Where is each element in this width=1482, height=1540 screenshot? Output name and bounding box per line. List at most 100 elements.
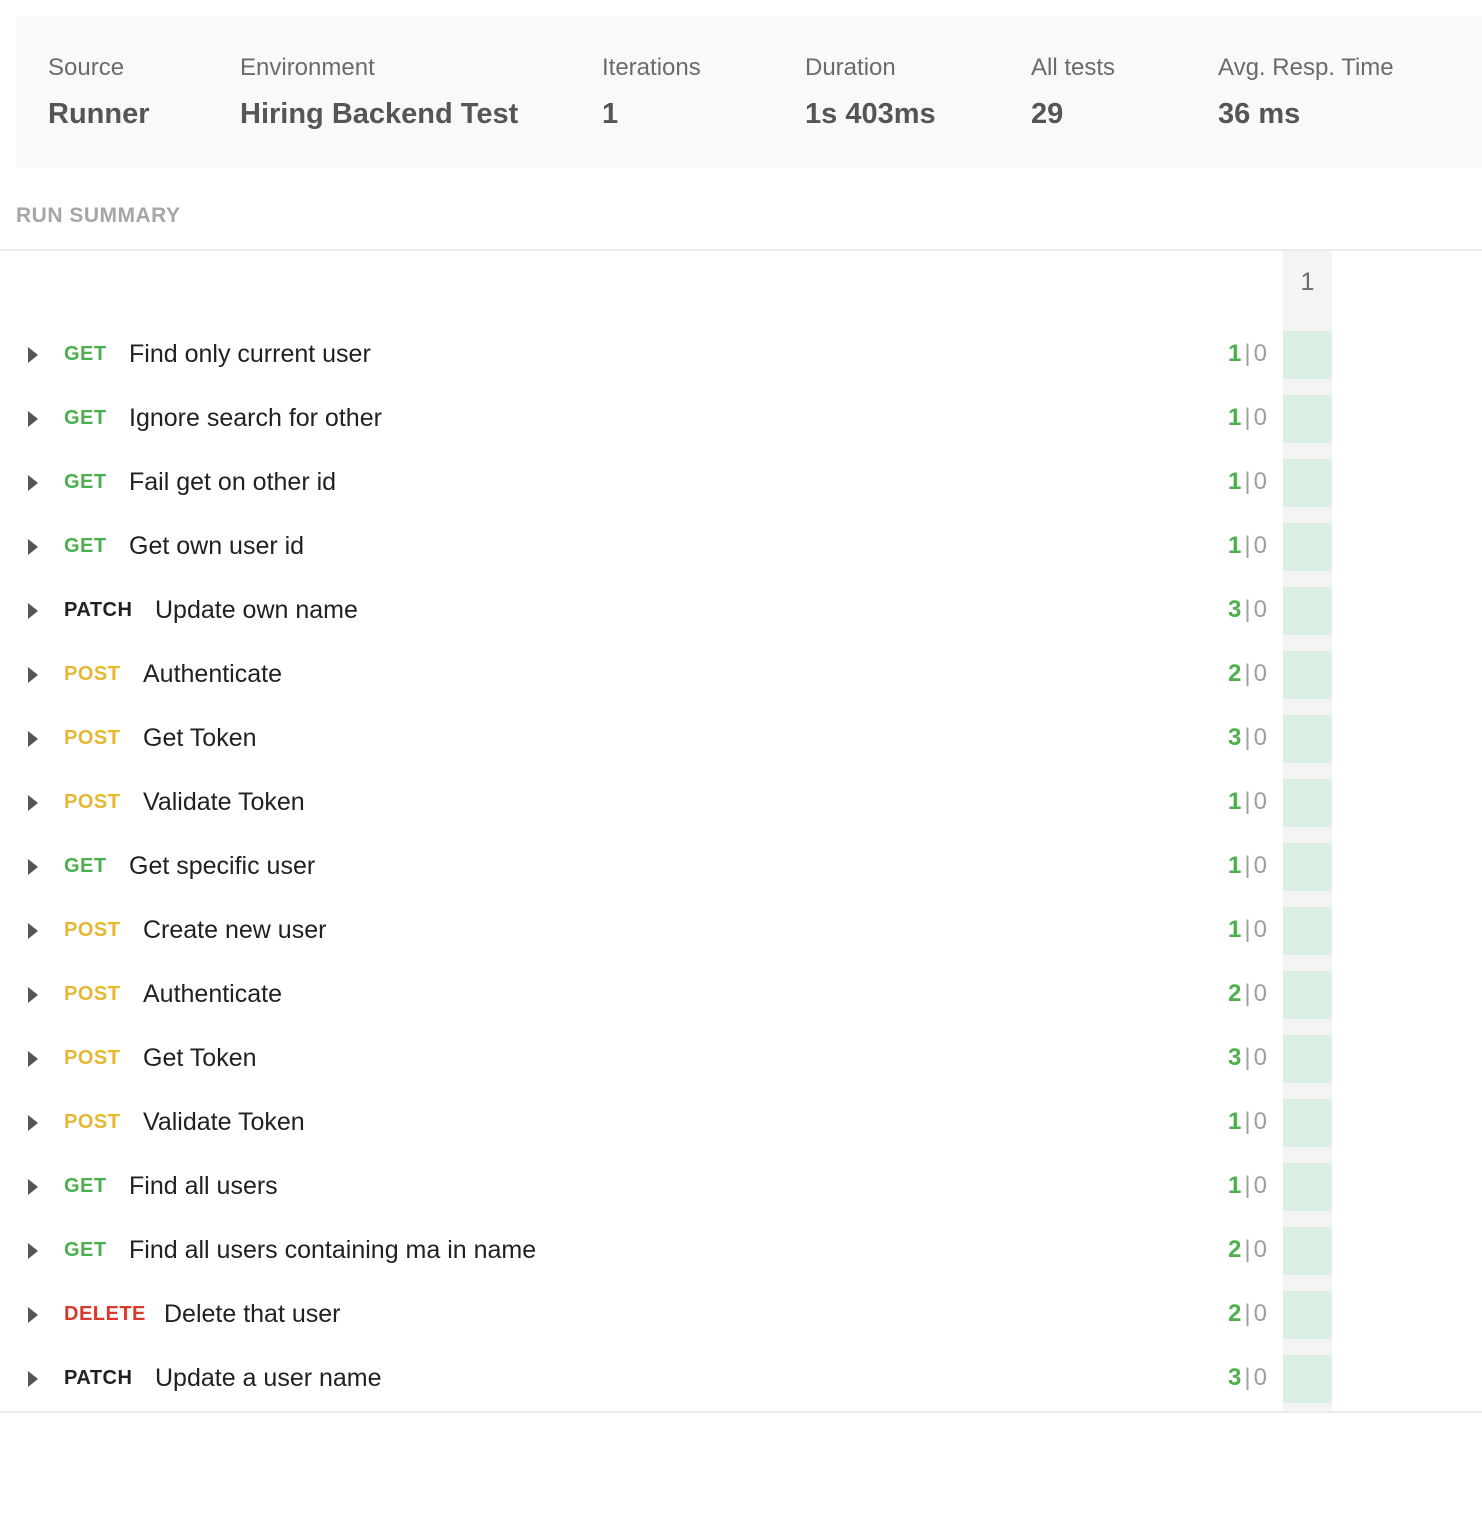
test-counts: 1 | 0 [1228,916,1267,944]
expand-caret-icon[interactable] [28,539,38,555]
http-method-label: PATCH [64,599,133,621]
request-name[interactable]: Create new user [143,916,327,944]
iteration-column [1283,251,1332,1411]
request-name[interactable]: Validate Token [143,1108,305,1136]
request-name[interactable]: Get Token [143,724,257,752]
expand-caret-icon[interactable] [28,923,38,939]
stat-label: Environment [240,54,375,81]
request-name[interactable]: Authenticate [143,980,282,1008]
request-row[interactable]: GET Find only current user 1 | 0 [0,323,1482,387]
expand-caret-icon[interactable] [28,795,38,811]
iteration-result-cell[interactable] [1283,459,1332,507]
request-name[interactable]: Find all users containing ma in name [129,1236,537,1264]
expand-caret-icon[interactable] [28,1051,38,1067]
expand-caret-icon[interactable] [28,1115,38,1131]
count-separator: | [1244,1364,1251,1391]
stat-value: Runner [48,98,150,130]
iteration-result-cell[interactable] [1283,651,1332,699]
request-row[interactable]: POST Validate Token 1 | 0 [0,771,1482,835]
request-name[interactable]: Find all users [129,1172,278,1200]
iteration-result-cell[interactable] [1283,1291,1332,1339]
test-counts: 2 | 0 [1228,660,1267,688]
failed-count: 0 [1253,468,1267,495]
stat-value: 29 [1031,98,1064,130]
request-name[interactable]: Get Token [143,1044,257,1072]
passed-count: 2 [1228,980,1242,1007]
expand-caret-icon[interactable] [28,1371,38,1387]
iteration-result-cell[interactable] [1283,395,1332,443]
count-separator: | [1244,788,1251,815]
test-counts: 1 | 0 [1228,1108,1267,1136]
request-name[interactable]: Fail get on other id [129,468,337,496]
expand-caret-icon[interactable] [28,1179,38,1195]
expand-caret-icon[interactable] [28,667,38,683]
request-name-wrap: Validate Token [143,1091,305,1136]
failed-count: 0 [1253,916,1267,943]
request-name[interactable]: Update a user name [155,1364,382,1392]
request-name[interactable]: Find only current user [129,340,371,368]
request-row[interactable]: GET Find all users 1 | 0 [0,1155,1482,1219]
iteration-result-cell[interactable] [1283,1355,1332,1403]
request-row[interactable]: PATCH Update own name 3 | 0 [0,579,1482,643]
request-row[interactable]: POST Get Token 3 | 0 [0,1027,1482,1091]
failed-count: 0 [1253,660,1267,687]
request-row[interactable]: GET Get specific user 1 | 0 [0,835,1482,899]
expand-caret-icon[interactable] [28,603,38,619]
iteration-result-cell[interactable] [1283,715,1332,763]
request-row[interactable]: POST Validate Token 1 | 0 [0,1091,1482,1155]
request-name[interactable]: Ignore search for other [129,404,382,432]
iteration-result-cell[interactable] [1283,1227,1332,1275]
iteration-result-cell[interactable] [1283,587,1332,635]
request-name[interactable]: Validate Token [143,788,305,816]
expand-caret-icon[interactable] [28,411,38,427]
request-row[interactable]: GET Find all users containing ma in name 2… [0,1219,1482,1283]
request-name[interactable]: Update own name [155,596,358,624]
request-name[interactable]: Authenticate [143,660,282,688]
request-row[interactable]: POST Authenticate 2 | 0 [0,963,1482,1027]
stat-label: All tests [1031,54,1116,81]
test-counts: 3 | 0 [1228,724,1267,752]
request-row[interactable]: POST Get Token 3 | 0 [0,707,1482,771]
divider [0,1411,1482,1413]
request-name-wrap: Update own name [155,579,358,624]
iteration-result-cell[interactable] [1283,331,1332,379]
request-row[interactable]: POST Create new user 1 | 0 [0,899,1482,963]
test-counts: 2 | 0 [1228,1300,1267,1328]
expand-caret-icon[interactable] [28,731,38,747]
iteration-result-cell[interactable] [1283,779,1332,827]
iteration-result-cell[interactable] [1283,1035,1332,1083]
iteration-result-cell[interactable] [1283,843,1332,891]
expand-caret-icon[interactable] [28,859,38,875]
request-name-wrap: Find all users containing ma in name [129,1219,536,1264]
test-counts: 3 | 0 [1228,1044,1267,1072]
request-name[interactable]: Get own user id [129,532,305,560]
expand-caret-icon[interactable] [28,1243,38,1259]
failed-count: 0 [1253,1300,1267,1327]
expand-caret-icon[interactable] [28,475,38,491]
iteration-result-cell[interactable] [1283,1163,1332,1211]
request-row[interactable]: GET Ignore search for other 1 | 0 [0,387,1482,451]
http-method-label: GET [64,471,107,493]
request-name-wrap: Create new user [143,899,326,944]
request-name-wrap: Get own user id [129,515,304,560]
request-name[interactable]: Get specific user [129,852,316,880]
request-row[interactable]: GET Get own user id 1 | 0 [0,515,1482,579]
expand-caret-icon[interactable] [28,347,38,363]
test-counts: 1 | 0 [1228,532,1267,560]
test-counts: 1 | 0 [1228,404,1267,432]
iteration-result-cell[interactable] [1283,907,1332,955]
request-row[interactable]: GET Fail get on other id 1 | 0 [0,451,1482,515]
failed-count: 0 [1253,852,1267,879]
count-separator: | [1244,1300,1251,1327]
http-method-label: POST [64,663,121,685]
expand-caret-icon[interactable] [28,987,38,1003]
expand-caret-icon[interactable] [28,1307,38,1323]
request-name[interactable]: Delete that user [164,1300,341,1328]
iteration-result-cell[interactable] [1283,1099,1332,1147]
iteration-result-cell[interactable] [1283,523,1332,571]
request-row[interactable]: PATCH Update a user name 3 | 0 [0,1347,1482,1411]
request-row[interactable]: DELETE Delete that user 2 | 0 [0,1283,1482,1347]
iteration-result-cell[interactable] [1283,971,1332,1019]
count-separator: | [1244,980,1251,1007]
request-row[interactable]: POST Authenticate 2 | 0 [0,643,1482,707]
